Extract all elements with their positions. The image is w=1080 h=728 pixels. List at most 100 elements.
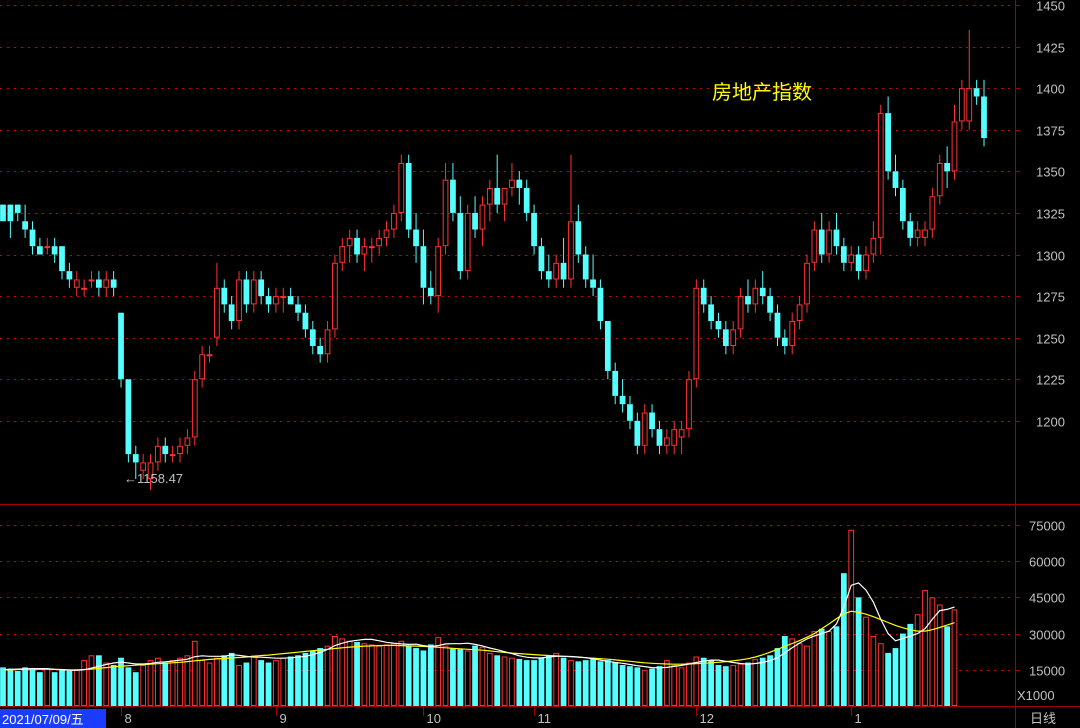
candle [774, 304, 781, 346]
volume-bar [892, 648, 899, 706]
volume-bar [774, 648, 781, 706]
candle-body [531, 212, 537, 247]
volume-bar [855, 597, 862, 706]
candle [929, 187, 936, 238]
volume-bar [346, 640, 353, 706]
candle-body [590, 279, 596, 288]
candle [405, 154, 412, 238]
candle-body [103, 279, 110, 288]
volume-bar [767, 655, 773, 706]
volume-bar [236, 664, 242, 707]
volume-bar [885, 652, 891, 706]
volume-bar [907, 623, 914, 706]
candle-body [560, 262, 567, 280]
candle [66, 262, 73, 288]
volume-bar [184, 655, 191, 706]
candle [494, 154, 501, 213]
volume-bar [656, 666, 663, 706]
candle [759, 271, 766, 305]
volume-bar [413, 648, 419, 706]
candle-body [457, 212, 464, 272]
candle-body [840, 246, 847, 263]
price-tick-label: 1350 [1036, 165, 1065, 180]
candle [582, 246, 589, 288]
volume-bar [663, 660, 670, 706]
volume-bar [804, 645, 810, 707]
candle-body [162, 445, 169, 455]
candle-body [391, 212, 397, 230]
candle [531, 204, 537, 255]
volume-bar [295, 655, 301, 706]
volume-bar [317, 648, 324, 706]
candle-body [147, 462, 154, 480]
volume-bar [818, 628, 825, 706]
candle [22, 204, 29, 238]
candle [627, 395, 633, 430]
volume-bar [899, 633, 906, 706]
volume-bar [479, 646, 486, 707]
volume-bar [228, 652, 235, 706]
volume-bar [162, 662, 169, 706]
candle-body [715, 321, 722, 330]
candle-body [191, 379, 198, 438]
month-label: 9 [280, 711, 287, 726]
price-tick-label: 1200 [1036, 415, 1065, 430]
candle [922, 221, 928, 247]
volume-bar [752, 658, 759, 706]
volume-tick-label: 15000 [1029, 664, 1065, 679]
candle [538, 237, 545, 280]
volume-bar [730, 664, 737, 707]
volume-bar [796, 643, 803, 706]
volume-bar [759, 657, 766, 706]
candle-body [981, 96, 987, 139]
candle [840, 237, 847, 272]
candle [368, 237, 375, 263]
candle-body [7, 204, 14, 222]
candle [899, 179, 906, 230]
candle [81, 279, 88, 297]
volume-bar [560, 657, 567, 706]
volume-bar [96, 655, 102, 706]
price-tick-label: 1250 [1036, 332, 1065, 347]
candle [656, 420, 663, 455]
candle-body [745, 296, 751, 305]
candle-body [221, 287, 228, 305]
candle-body [354, 237, 360, 255]
candle [870, 221, 877, 263]
volume-bar [73, 669, 80, 707]
volume-bar [708, 660, 714, 706]
candle-body [737, 296, 744, 330]
volume-series [0, 529, 958, 707]
candle-body [169, 454, 176, 457]
candle [973, 79, 980, 105]
period-label[interactable]: 日线 [1030, 712, 1056, 727]
volume-bar [840, 573, 847, 706]
candle-body [236, 279, 242, 322]
volume-bar [590, 657, 596, 706]
month-label: 12 [700, 711, 714, 726]
candle-body [789, 321, 796, 346]
volume-bar [612, 662, 619, 706]
candle-body [450, 179, 456, 213]
volume-bar [936, 604, 943, 707]
candle-body [96, 279, 102, 288]
candle [191, 370, 198, 446]
candle-body [944, 163, 950, 172]
volume-bar [221, 655, 228, 706]
candle-body [781, 337, 788, 346]
volume-bar [516, 658, 523, 706]
time-axis: 8 9 10 11 12 1 [121, 707, 862, 726]
candle [590, 254, 596, 297]
candle [708, 296, 714, 330]
candle [7, 204, 14, 238]
candle [37, 237, 43, 255]
month-label: 11 [538, 711, 552, 726]
candle-body [582, 254, 589, 280]
volume-bar [155, 657, 161, 707]
candle-body [509, 179, 515, 188]
candle [568, 154, 574, 288]
candle-body [265, 296, 272, 305]
candle [700, 279, 707, 313]
candle-body [413, 229, 419, 247]
